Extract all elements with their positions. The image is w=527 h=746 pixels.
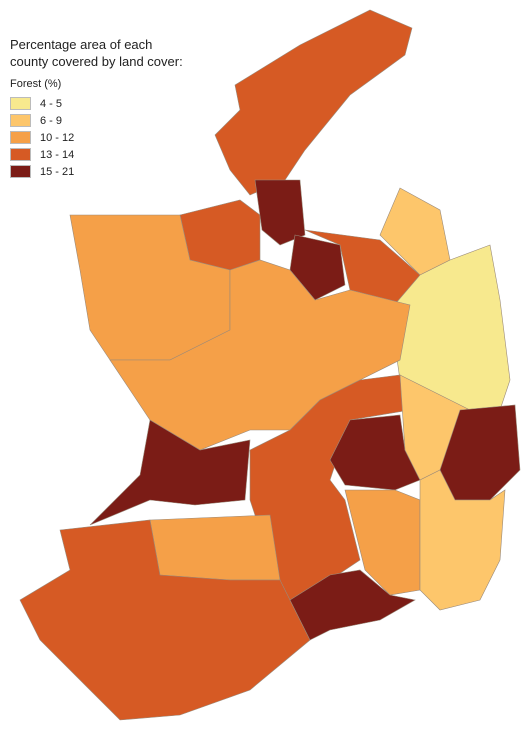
- legend-label: 15 - 21: [40, 165, 75, 178]
- county: [89, 419, 251, 526]
- county: [329, 414, 421, 491]
- legend-swatch: [10, 114, 31, 127]
- legend-item: 10 - 12: [10, 129, 74, 146]
- county: [214, 9, 413, 196]
- county: [249, 374, 411, 601]
- legend-swatch: [10, 165, 31, 178]
- county: [254, 179, 306, 246]
- county: [289, 234, 346, 301]
- legend-item: 13 - 14: [10, 146, 74, 163]
- legend-label: 10 - 12: [40, 131, 75, 144]
- county: [19, 519, 311, 721]
- legend-swatch: [10, 131, 31, 144]
- legend-title: Forest (%): [10, 78, 62, 90]
- county: [379, 187, 451, 276]
- legend-swatch: [10, 148, 31, 161]
- county: [179, 199, 261, 271]
- county: [289, 569, 416, 641]
- legend: Forest (%) 4 - 5 6 - 9 10 - 12 13 - 14 15 - …: [10, 78, 74, 180]
- legend-item: 4 - 5: [10, 95, 74, 112]
- legend-swatch: [10, 97, 31, 110]
- legend-label: 6 - 9: [40, 114, 63, 127]
- legend-item: 15 - 21: [10, 163, 74, 180]
- county: [419, 469, 506, 611]
- map-title: Percentage area of each county covered b…: [10, 37, 183, 69]
- legend-label: 4 - 5: [40, 97, 63, 110]
- county: [149, 514, 281, 581]
- legend-label: 13 - 14: [40, 148, 75, 161]
- legend-item: 6 - 9: [10, 112, 74, 129]
